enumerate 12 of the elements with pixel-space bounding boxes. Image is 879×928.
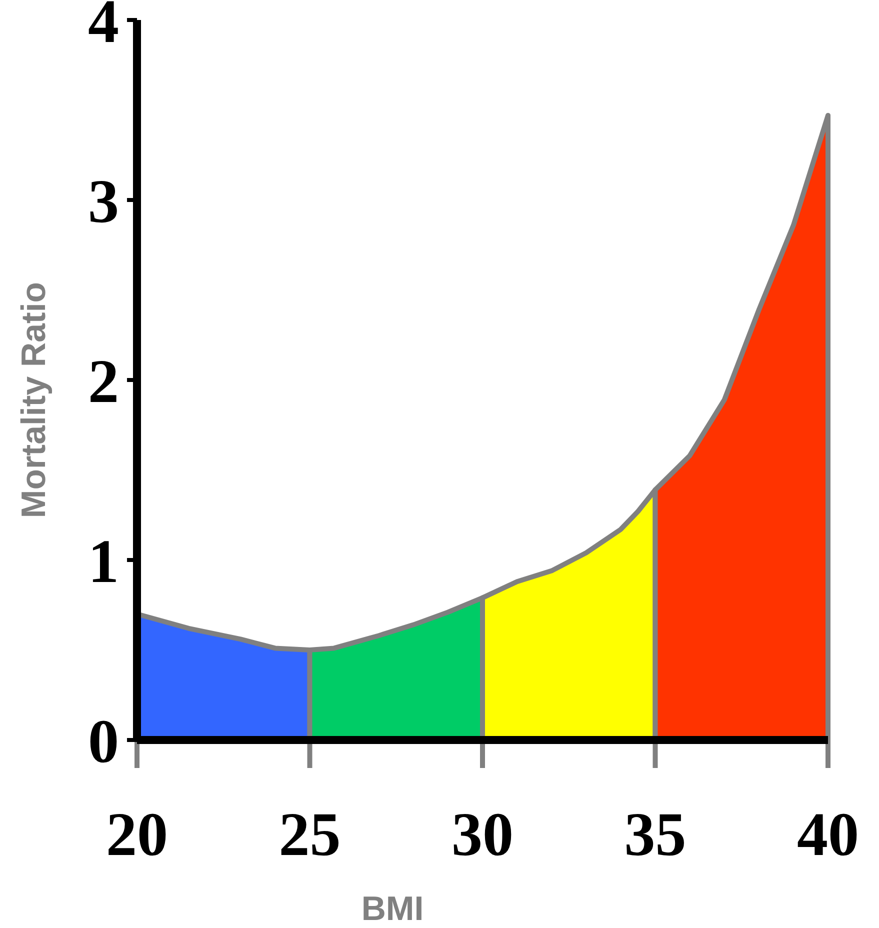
x-axis-title: BMI <box>361 890 424 928</box>
x-tick-label: 40 <box>797 801 859 869</box>
x-tick-label: 30 <box>452 801 514 869</box>
y-tick-label: 1 <box>88 528 119 596</box>
x-tick-label: 25 <box>278 801 341 869</box>
x-tick-label: 20 <box>106 801 168 869</box>
x-tick-label: 35 <box>624 801 686 869</box>
y-tick-label: 2 <box>88 348 119 416</box>
y-tick-label: 4 <box>88 0 119 56</box>
y-tick-label: 3 <box>88 168 119 236</box>
y-tick-label: 0 <box>88 708 119 776</box>
y-axis-title: Mortality Ratio <box>15 282 53 518</box>
